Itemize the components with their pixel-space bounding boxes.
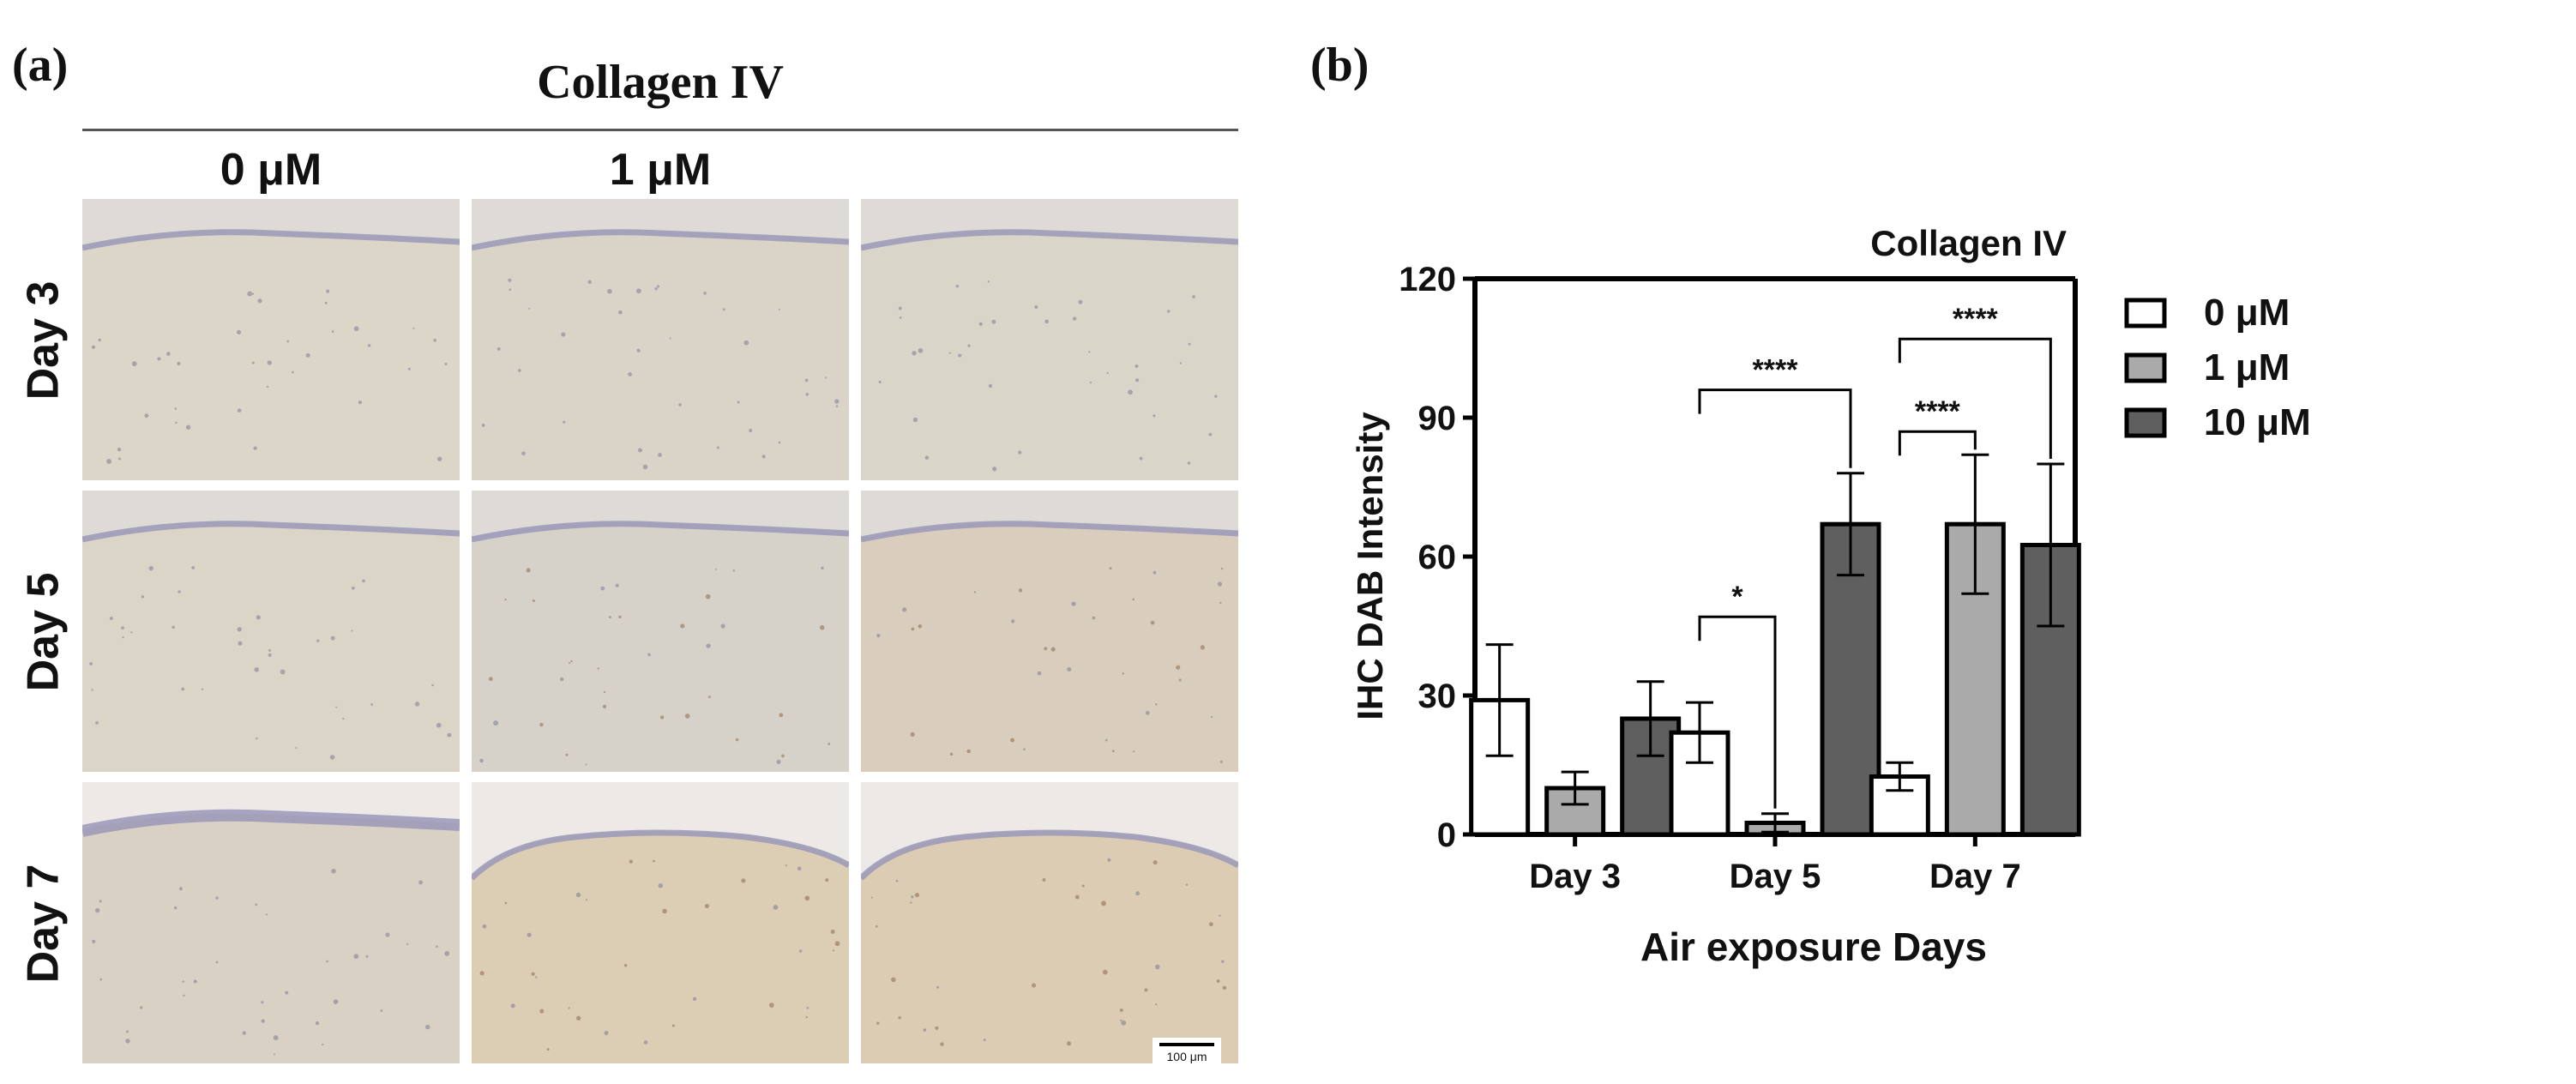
- significance-marker: ****: [1953, 303, 1999, 335]
- legend-swatch-0uM: [2124, 298, 2167, 328]
- significance-bracket: [1898, 337, 2052, 459]
- micrograph-day3-1uM: [472, 199, 849, 480]
- micrograph-day7-10uM: [861, 782, 1238, 1063]
- micrograph-day5-1uM: [472, 491, 849, 772]
- x-axis-label: Air exposure Days: [1640, 924, 1987, 969]
- micrograph-day3-0uM: [82, 199, 460, 480]
- significance-bracket: [1898, 430, 1977, 456]
- chart-title: Collagen IV: [1870, 223, 2067, 263]
- legend-label-0uM: 0 μM: [2204, 292, 2290, 334]
- column-header-0uM: 0 μM: [220, 145, 322, 195]
- panel-a-title: Collagen IV: [537, 56, 784, 109]
- significance-marker: ****: [1915, 395, 1961, 428]
- x-tick-label: Day 3: [1529, 858, 1621, 895]
- scale-bar-line: [1159, 1043, 1214, 1046]
- scale-bar-label: 100 μm: [1166, 1050, 1207, 1063]
- micrograph-day7-1uM: [472, 782, 849, 1063]
- legend-swatch-1uM: [2124, 352, 2167, 383]
- significance-bracket: [1698, 388, 1852, 468]
- row-header-day3: Day 3: [18, 280, 69, 400]
- y-tick-label: 120: [1399, 261, 1456, 298]
- micrograph-day5-10uM: [861, 491, 1238, 772]
- legend-swatch-10uM: [2124, 407, 2167, 438]
- y-tick-label: 0: [1437, 816, 1456, 854]
- significance-marker: ****: [1753, 354, 1799, 387]
- x-tick-label: Day 5: [1730, 858, 1821, 895]
- bar-chart: Collagen IV IHC DAB Intensity Air exposu…: [1350, 223, 2311, 969]
- row-header-day7: Day 7: [18, 864, 69, 984]
- micrograph-day5-0uM: [82, 491, 460, 772]
- y-axis-label: IHC DAB Intensity: [1350, 412, 1390, 720]
- significance-bracket: [1698, 615, 1777, 809]
- panel-a-label: (a): [12, 39, 69, 92]
- legend-label-10uM: 10 μM: [2204, 401, 2311, 443]
- legend-label-1uM: 1 μM: [2204, 346, 2290, 388]
- panel-b-label: (b): [1310, 39, 1369, 92]
- scale-bar: 100 μm: [1153, 1038, 1221, 1067]
- panel-a-divider: [82, 129, 1238, 131]
- x-tick-label: Day 7: [1929, 858, 2021, 895]
- y-tick-label: 30: [1418, 678, 1457, 715]
- y-tick-label: 60: [1418, 539, 1457, 576]
- column-header-1uM: 1 μM: [609, 145, 712, 195]
- significance-marker: *: [1731, 581, 1743, 613]
- row-header-day5: Day 5: [18, 572, 69, 692]
- micrograph-day3-10uM: [861, 199, 1238, 480]
- y-tick-label: 90: [1418, 400, 1457, 437]
- micrograph-day7-0uM: [82, 782, 460, 1063]
